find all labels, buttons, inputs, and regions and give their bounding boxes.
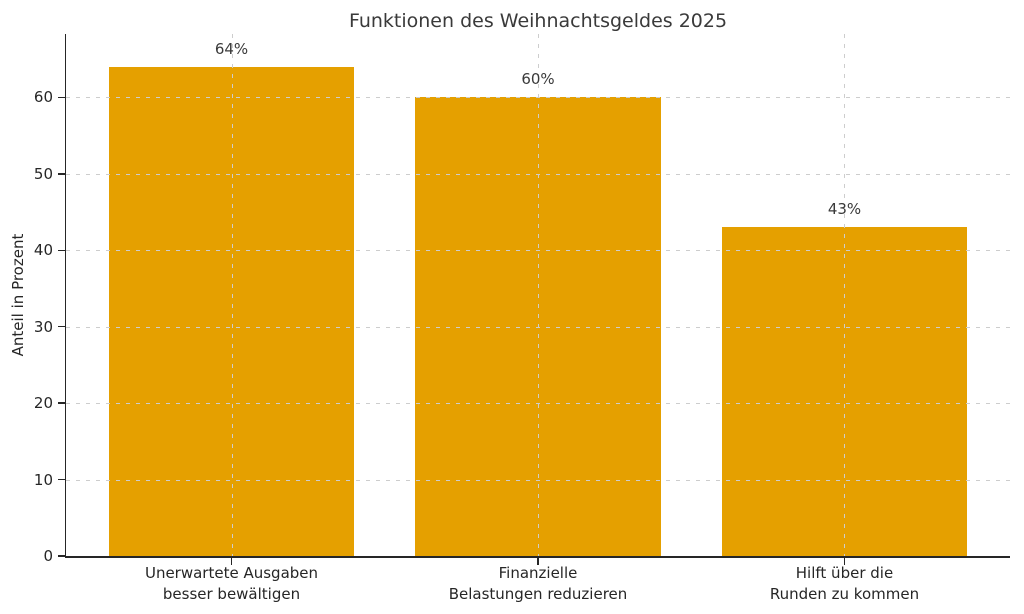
x-tick-label: Finanzielle Belastungen reduzieren [448,564,628,603]
y-tick-label: 20 [33,394,53,413]
y-tick-mark [57,478,65,481]
x-tick-mark [843,557,846,565]
gridline-vertical [231,34,233,556]
chart-title: Funktionen des Weihnachtsgeldes 2025 [348,10,728,32]
y-tick-label: 0 [43,547,53,565]
y-axis-line [64,34,66,557]
y-tick-mark [57,555,65,557]
x-tick-mark [537,557,539,565]
bar-value-label: 60% [521,70,555,89]
x-axis-line [64,556,1010,558]
y-tick-mark [57,402,65,404]
x-tick-mark [230,557,233,565]
gridline-vertical [844,34,846,556]
y-tick-label: 60 [33,88,53,107]
y-tick-label: 30 [33,317,53,336]
y-tick-label: 10 [33,470,53,489]
y-tick-mark [57,96,65,99]
bar-value-label: 43% [827,200,862,219]
x-tick-label: Unerwartete Ausgaben besser bewältigen [144,564,319,603]
y-tick-mark [57,325,65,328]
gridline-vertical [538,34,539,556]
plot-area: 64% 60% 43% [64,34,1010,558]
y-tick-mark [57,173,65,175]
x-tick-label: Hilft über die Runden zu kommen [769,564,920,603]
y-tick-label: 50 [33,164,53,183]
bar-value-label: 64% [214,39,249,58]
y-tick-mark [57,249,65,252]
y-tick-label: 40 [33,241,53,260]
